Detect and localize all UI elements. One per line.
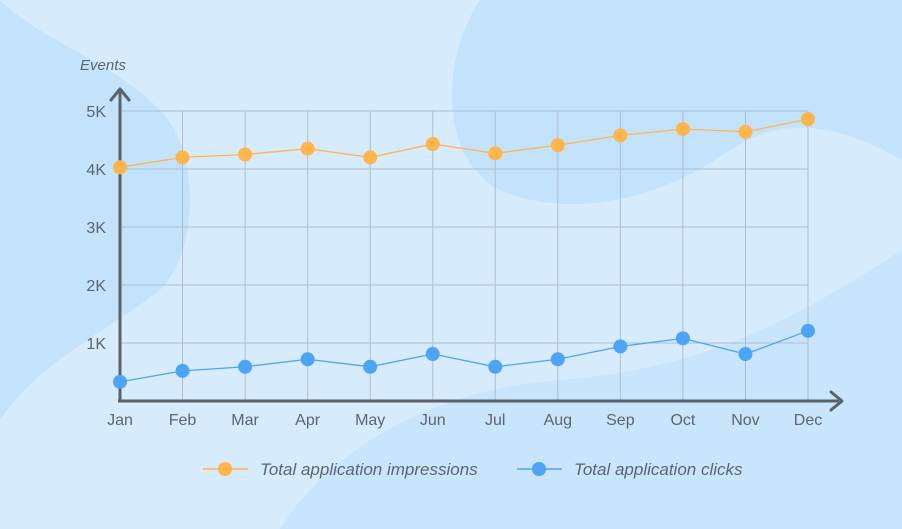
x-tick-label: Nov — [731, 412, 759, 429]
y-tick-label: 1K — [86, 336, 106, 353]
x-tick-label: May — [355, 412, 385, 429]
x-tick-label: Jul — [485, 412, 505, 429]
y-tick-labels: 1K 2K 3K 4K 5K — [86, 104, 106, 353]
legend-label-clicks: Total application clicks — [574, 460, 743, 479]
x-tick-label: Oct — [670, 412, 695, 429]
y-tick-label: 2K — [86, 278, 106, 295]
x-axis-arrow — [829, 390, 844, 412]
data-point-impressions-apr[interactable] — [300, 141, 315, 156]
data-point-clicks-sep[interactable] — [613, 339, 628, 354]
background-blob-bottom — [280, 250, 902, 529]
data-point-clicks-apr[interactable] — [300, 352, 315, 367]
x-tick-labels: Jan Feb Mar Apr May Jun Jul Aug Sep Oct Nov Dec — [107, 412, 822, 429]
data-point-impressions-aug[interactable] — [550, 138, 565, 153]
data-point-impressions-jun[interactable] — [425, 137, 440, 152]
data-point-impressions-feb[interactable] — [175, 150, 190, 165]
background-blob-left — [0, 0, 190, 420]
x-tick-label: Apr — [295, 412, 321, 429]
data-point-clicks-may[interactable] — [363, 359, 378, 374]
data-point-clicks-jan[interactable] — [113, 374, 127, 389]
data-point-impressions-nov[interactable] — [738, 124, 753, 139]
data-point-clicks-dec[interactable] — [801, 323, 815, 338]
x-tick-label: Jan — [107, 412, 133, 429]
legend-marker-impressions — [218, 462, 232, 476]
legend-item-impressions[interactable]: Total application impressions — [203, 460, 478, 479]
legend-marker-clicks — [532, 462, 546, 476]
legend-label-impressions: Total application impressions — [260, 460, 478, 479]
data-point-impressions-may[interactable] — [363, 150, 378, 165]
data-point-impressions-jan[interactable] — [113, 160, 127, 175]
legend: Total application impressions Total appl… — [203, 460, 743, 479]
series-line-impressions — [119, 118, 809, 168]
data-point-clicks-jul[interactable] — [488, 359, 503, 374]
axes — [109, 87, 844, 412]
x-tick-label: Jun — [420, 412, 446, 429]
data-point-impressions-sep[interactable] — [613, 128, 628, 143]
data-point-clicks-aug[interactable] — [550, 352, 565, 367]
y-tick-label: 5K — [86, 104, 106, 121]
x-tick-label: Sep — [606, 412, 635, 429]
y-tick-label: 4K — [86, 162, 106, 179]
data-point-impressions-jul[interactable] — [488, 146, 503, 161]
data-point-clicks-oct[interactable] — [675, 331, 690, 346]
data-point-clicks-nov[interactable] — [738, 347, 753, 362]
x-tick-label: Mar — [231, 412, 259, 429]
data-point-clicks-jun[interactable] — [425, 347, 440, 362]
data-point-clicks-mar[interactable] — [238, 359, 253, 374]
series-line-clicks — [119, 330, 809, 383]
legend-item-clicks[interactable]: Total application clicks — [517, 460, 743, 479]
series-layer — [113, 112, 815, 389]
data-point-impressions-oct[interactable] — [675, 121, 690, 136]
data-point-impressions-dec[interactable] — [801, 112, 815, 127]
data-point-impressions-mar[interactable] — [238, 147, 253, 162]
background-blob-top-right — [452, 0, 902, 205]
y-axis-label: Events — [80, 57, 126, 74]
data-point-clicks-feb[interactable] — [175, 363, 190, 378]
x-tick-label: Feb — [169, 412, 197, 429]
x-tick-label: Dec — [794, 412, 822, 429]
y-axis-arrow — [109, 87, 131, 102]
x-tick-label: Aug — [544, 412, 572, 429]
y-tick-label: 3K — [86, 220, 106, 237]
